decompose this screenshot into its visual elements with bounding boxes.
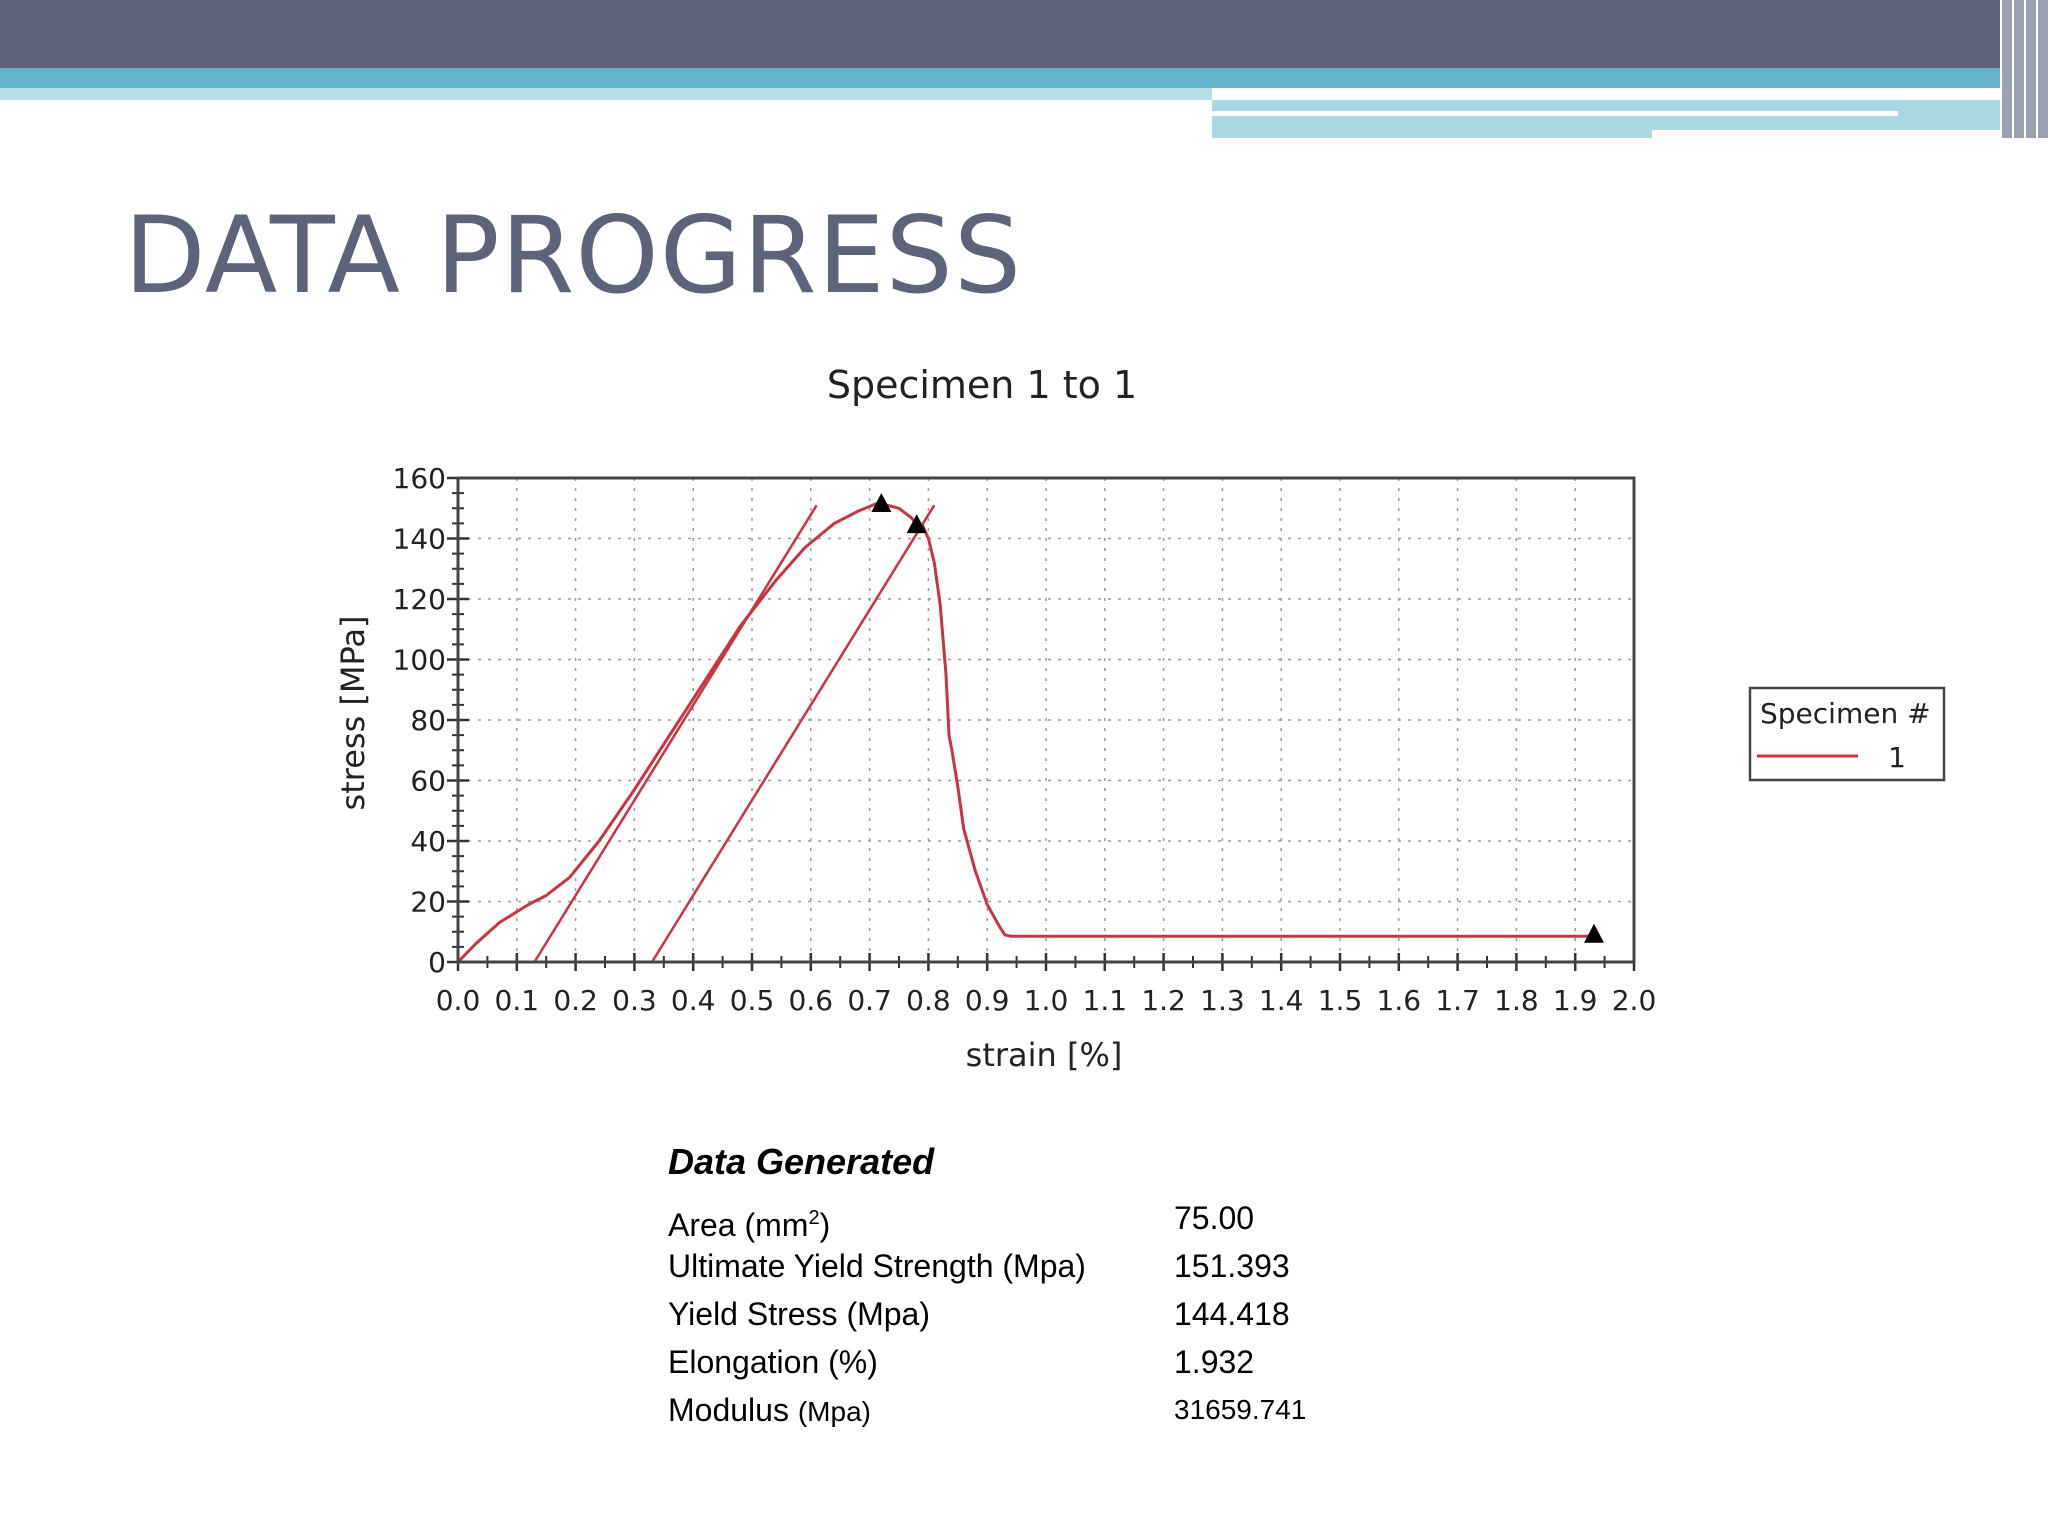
series-line-specimen-1 (456, 502, 1594, 964)
x-tick-label: 0.0 (436, 984, 481, 1017)
x-tick-label: 1.4 (1259, 984, 1304, 1017)
header-accent-band (0, 68, 2048, 88)
chart-markers (871, 493, 1605, 943)
x-tick-label: 1.8 (1494, 984, 1539, 1017)
x-tick-label: 0.7 (847, 984, 892, 1017)
stat-value: 31659.741 (1174, 1394, 1307, 1425)
x-tick-label: 0.1 (495, 984, 540, 1017)
y-tick-label: 0 (428, 946, 446, 979)
chart-series (456, 502, 1594, 964)
stat-label: Yield Stress (Mpa) (668, 1296, 930, 1332)
x-tick-label: 2.0 (1612, 984, 1657, 1017)
chart-grid (458, 478, 1634, 962)
header-accent-cut (1652, 130, 2048, 138)
chart-title: Specimen 1 to 1 (827, 363, 1137, 407)
x-tick-label: 1.2 (1141, 984, 1186, 1017)
offset-line (533, 504, 818, 963)
data-marker-triangle (906, 514, 927, 534)
stat-row-ultimate-strength: Ultimate Yield Strength (Mpa) 151.393 (668, 1242, 1306, 1290)
chart-ticks: 0.0 0.1 0.2 0.3 0.4 0.5 0.6 0.7 0.8 0.9 1.0 1.1 1.2 1… (393, 462, 1657, 1017)
stat-value: 75.00 (1174, 1200, 1255, 1236)
stat-label: Area (mm2) (668, 1207, 831, 1243)
x-tick-label: 0.3 (612, 984, 657, 1017)
legend-title: Specimen # (1760, 697, 1931, 730)
stat-label: Modulus (Mpa) (668, 1392, 871, 1428)
x-tick-label: 0.9 (965, 984, 1010, 1017)
data-generated-table: Data Generated Area (mm2) 75.00 Ultimate… (668, 1140, 1306, 1434)
x-tick-label: 1.7 (1435, 984, 1480, 1017)
header-accent-line (1212, 111, 1898, 116)
x-axis-label: strain [%] (966, 1036, 1123, 1074)
stat-value: 151.393 (1174, 1248, 1290, 1284)
y-tick-label: 100 (393, 644, 446, 677)
x-tick-label: 1.6 (1377, 984, 1422, 1017)
y-tick-label: 140 (393, 523, 446, 556)
x-tick-label: 0.4 (671, 984, 716, 1017)
slide-title: DATA PROGRESS (124, 194, 1023, 317)
y-axis-label: stress [MPa] (334, 616, 372, 811)
y-tick-label: 60 (410, 765, 446, 798)
x-tick-label: 1.3 (1200, 984, 1245, 1017)
stat-label: Elongation (%) (668, 1344, 878, 1380)
data-marker-triangle (871, 493, 892, 513)
chart-legend: Specimen # 1 (1748, 686, 1946, 782)
y-tick-label: 40 (410, 825, 446, 858)
x-tick-label: 0.5 (730, 984, 775, 1017)
header-bar (0, 0, 2048, 68)
header-stripes (2000, 0, 2048, 138)
stat-value: 144.418 (1174, 1296, 1290, 1332)
x-tick-label: 0.8 (906, 984, 951, 1017)
y-tick-label: 160 (393, 462, 446, 495)
header-accent-band-light (0, 88, 1212, 100)
x-tick-label: 1.0 (1024, 984, 1069, 1017)
stat-row-elongation: Elongation (%) 1.932 (668, 1338, 1306, 1386)
x-tick-label: 1.9 (1553, 984, 1598, 1017)
stats-heading: Data Generated (668, 1141, 935, 1182)
data-marker-triangle (1584, 923, 1605, 943)
y-tick-label: 20 (410, 886, 446, 919)
stat-row-modulus: Modulus (Mpa) 31659.741 (668, 1386, 1306, 1434)
plot-frame (456, 476, 1636, 964)
legend-entry-label: 1 (1888, 741, 1906, 774)
offset-line (650, 504, 936, 963)
x-tick-label: 0.2 (553, 984, 598, 1017)
x-tick-label: 1.5 (1318, 984, 1363, 1017)
stat-row-yield-stress: Yield Stress (Mpa) 144.418 (668, 1290, 1306, 1338)
stat-value: 1.932 (1174, 1344, 1255, 1380)
y-tick-label: 120 (393, 583, 446, 616)
stat-row-area: Area (mm2) 75.00 (668, 1194, 1306, 1243)
x-tick-label: 1.1 (1083, 984, 1128, 1017)
y-tick-label: 80 (410, 704, 446, 737)
x-tick-label: 0.6 (789, 984, 834, 1017)
offset-lines (533, 504, 936, 963)
stat-label: Ultimate Yield Strength (Mpa) (668, 1248, 1086, 1284)
